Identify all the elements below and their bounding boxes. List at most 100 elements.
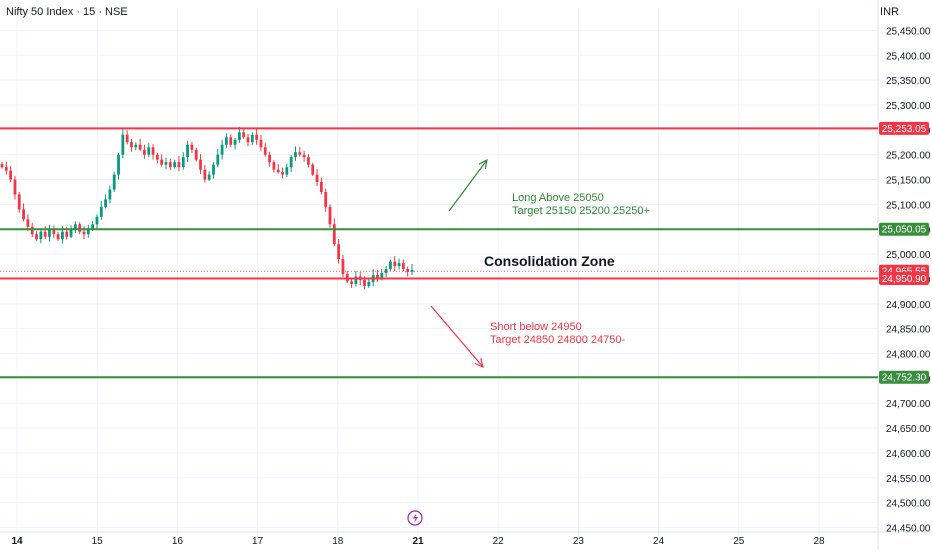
price-label-box — [879, 370, 929, 384]
x-tick-label: 15 — [92, 536, 104, 547]
candle-body — [397, 263, 401, 267]
candle-body — [164, 162, 168, 165]
y-tick-label: 24,550.00 — [886, 474, 931, 485]
price-label-text: 24,752.30 — [882, 373, 927, 384]
candle-body — [151, 147, 155, 155]
candle-body — [78, 224, 82, 232]
candle-body — [56, 234, 60, 240]
long-setup-line1: Long Above 25050 — [512, 192, 604, 204]
candle-body — [99, 206, 103, 217]
candle-body — [281, 172, 284, 175]
y-tick-label: 25,400.00 — [886, 51, 931, 62]
short-arrow-head — [474, 358, 484, 369]
candle-body — [168, 162, 172, 168]
candle-body — [73, 224, 77, 230]
candle-body — [237, 132, 241, 140]
long-arrow-head — [478, 158, 488, 169]
candle-body — [155, 154, 159, 160]
short-setup-line2: Target 24850 24800 24750- — [490, 334, 626, 346]
candle-body — [250, 134, 254, 143]
candle-body — [229, 137, 233, 145]
candle-body — [9, 170, 13, 180]
candle-body — [363, 279, 366, 286]
candle-body — [315, 174, 319, 183]
y-tick-label: 25,100.00 — [886, 200, 931, 211]
candle-body — [324, 191, 328, 207]
candle-body — [13, 179, 17, 195]
y-tick-label: 24,800.00 — [886, 350, 931, 361]
candle-body — [389, 261, 392, 270]
candle-body — [104, 199, 107, 207]
candle-body — [203, 169, 207, 180]
currency-label: INR — [880, 6, 899, 18]
short-arrow-shaft — [430, 305, 484, 368]
candle-body — [52, 229, 56, 235]
candle-body — [350, 281, 353, 284]
candle-body — [17, 194, 21, 210]
price-label-text: 25,050.05 — [882, 225, 927, 236]
y-tick-label: 24,600.00 — [886, 449, 931, 460]
candle-body — [276, 169, 280, 173]
price-label-box — [879, 272, 929, 286]
candle-body — [186, 144, 189, 158]
candle-body — [143, 149, 146, 155]
candle-body — [134, 144, 138, 148]
candle-body — [48, 229, 51, 237]
candle-body — [30, 226, 34, 235]
long-arrow-shaft — [448, 159, 488, 212]
candle-body — [319, 182, 323, 192]
candle-body — [0, 164, 4, 168]
candle-body — [117, 154, 120, 175]
x-tick-label: 16 — [172, 536, 184, 547]
price-label-box — [879, 121, 929, 135]
y-tick-label: 25,200.00 — [886, 151, 931, 162]
candle-body — [181, 157, 185, 168]
candle-body — [173, 162, 177, 168]
candle-body — [380, 273, 384, 279]
consolidation-zone-label: Consolidation Zone — [484, 253, 615, 269]
candle-body — [367, 281, 371, 286]
candle-body — [160, 159, 164, 165]
candle-body — [35, 234, 38, 240]
candle-body — [216, 154, 220, 165]
candle-body — [199, 159, 202, 170]
candle-body — [212, 164, 215, 175]
candle-body — [259, 139, 263, 148]
candle-body — [108, 189, 112, 200]
candle-body — [91, 224, 95, 230]
candle-body — [39, 231, 43, 240]
symbol-title: Nifty 50 Index · 15 · NSE — [6, 6, 128, 18]
candle-body — [384, 269, 388, 274]
candle-body — [328, 206, 332, 225]
candle-body — [125, 134, 129, 143]
y-tick-label: 25,000.00 — [886, 250, 931, 261]
candle-body — [207, 174, 211, 180]
candle-body — [263, 147, 267, 155]
candle-body — [65, 231, 69, 237]
candle-body — [43, 231, 47, 237]
y-tick-label: 24,500.00 — [886, 499, 931, 510]
candle-body — [26, 219, 30, 227]
candle-body — [354, 276, 358, 284]
x-tick-label: 23 — [573, 536, 585, 547]
candle-body — [298, 152, 302, 155]
candle-body — [61, 231, 64, 240]
y-tick-label: 24,650.00 — [886, 424, 931, 435]
candle-body — [341, 259, 345, 274]
candle-body — [376, 274, 379, 279]
x-tick-label: 25 — [733, 536, 745, 547]
candle-body — [130, 142, 133, 148]
y-tick-label: 25,150.00 — [886, 176, 931, 187]
candle-body — [294, 152, 297, 158]
candle-body — [311, 164, 315, 175]
long-setup-line2: Target 25150 25200 25250+ — [512, 205, 650, 217]
x-tick-label: 14 — [11, 536, 23, 547]
y-tick-label: 24,700.00 — [886, 399, 931, 410]
candle-body — [393, 261, 397, 267]
x-tick-label: 28 — [813, 536, 825, 547]
candle-body — [246, 137, 250, 143]
price-label-box — [879, 222, 929, 236]
candle-body — [112, 174, 116, 190]
x-tick-label: 22 — [493, 536, 505, 547]
